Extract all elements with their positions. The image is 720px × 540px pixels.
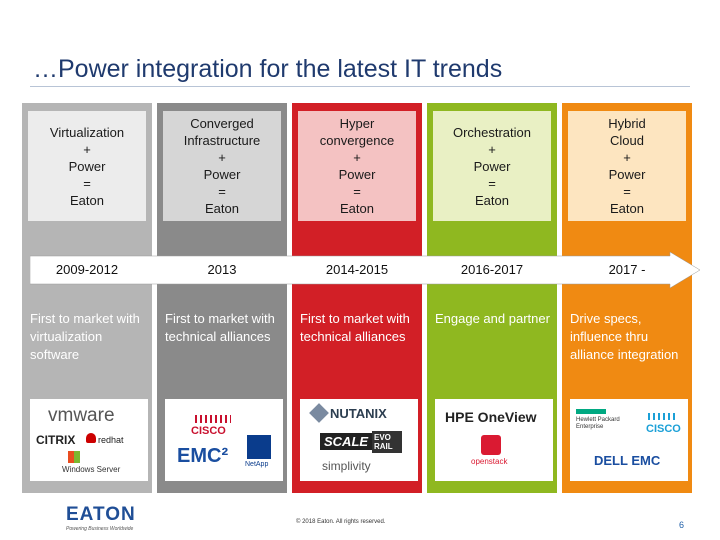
vmware-logo: vmware [48, 405, 115, 426]
windows-icon [68, 451, 80, 463]
year-label: 2009-2012 [55, 262, 119, 277]
column-heading: Converged Infrastructure + Power = Eaton [163, 111, 281, 221]
emc-logo: EMC² [177, 445, 229, 467]
timeline-years: 2009-2012 2013 2014-2015 2016-2017 2017 … [0, 262, 720, 282]
netapp-logo: NetApp [245, 461, 269, 468]
slide-title: …Power integration for the latest IT tre… [33, 55, 503, 83]
simplivity-logo: simplivity [322, 459, 371, 473]
nutanix-icon [309, 403, 329, 423]
year-label: 2017 - [608, 262, 646, 277]
copyright-text: © 2018 Eaton. All rights reserved. [296, 519, 386, 525]
page-number: 6 [679, 520, 685, 530]
hpe-logo: Hewlett Packard Enterprise [576, 417, 620, 430]
partner-logos: CISCO EMC² NetApp [165, 399, 283, 481]
timeline-arrow [30, 252, 700, 288]
partner-logos: Hewlett Packard Enterprise CISCO DELL EM… [570, 399, 688, 481]
partner-logos: vmware CITRIX redhat Windows Server [30, 399, 148, 481]
eaton-tagline: Powering Business Worldwide [66, 526, 134, 532]
cisco-logo: CISCO [646, 423, 681, 435]
column-converged: Converged Infrastructure + Power = Eaton… [157, 103, 287, 493]
title-rule [30, 86, 690, 87]
redhat-logo: redhat [98, 435, 124, 445]
evo-rail-logo: EVO RAIL [372, 431, 402, 453]
column-description: Drive specs, influence thru alliance int… [570, 311, 679, 362]
citrix-logo: CITRIX [36, 433, 76, 447]
cisco-bars-icon [195, 415, 231, 423]
hpe-bar-icon [576, 409, 606, 414]
netapp-icon [247, 435, 271, 459]
year-label: 2014-2015 [325, 262, 389, 277]
partner-logos: HPE OneView openstack [435, 399, 553, 481]
redhat-icon [86, 433, 96, 443]
column-hybrid-cloud: Hybrid Cloud + Power = Eaton Drive specs… [562, 103, 692, 493]
windows-server-logo: Windows Server [62, 465, 121, 474]
nutanix-logo: NUTANIX [330, 406, 387, 421]
dell-emc-logo: DELL EMC [594, 453, 661, 468]
column-description: Engage and partner [435, 311, 550, 326]
column-heading: Hyper convergence + Power = Eaton [298, 111, 416, 221]
cisco-logo: CISCO [191, 425, 226, 437]
column-virtualization: Virtualization + Power = Eaton First to … [22, 103, 152, 493]
year-label: 2013 [207, 262, 237, 277]
column-orchestration: Orchestration + Power = Eaton Engage and… [427, 103, 557, 493]
column-hyperconvergence: Hyper convergence + Power = Eaton First … [292, 103, 422, 493]
openstack-logo: openstack [471, 457, 508, 466]
column-description: First to market with technical alliances [300, 311, 410, 344]
hpe-oneview-logo: HPE OneView [445, 409, 537, 425]
eaton-logo: EATON Powering Business Worldwide [66, 504, 136, 532]
cisco-bars-icon [648, 413, 678, 420]
column-heading: Virtualization + Power = Eaton [28, 111, 146, 221]
column-description: First to market with virtualization soft… [30, 311, 140, 362]
scale-logo: SCALE [320, 433, 373, 450]
year-label: 2016-2017 [460, 262, 524, 277]
eaton-wordmark: EATON [66, 504, 136, 525]
column-heading: Hybrid Cloud + Power = Eaton [568, 111, 686, 221]
openstack-icon [481, 435, 501, 455]
partner-logos: NUTANIX SCALE EVO RAIL simplivity [300, 399, 418, 481]
column-heading: Orchestration + Power = Eaton [433, 111, 551, 221]
column-description: First to market with technical alliances [165, 311, 275, 344]
